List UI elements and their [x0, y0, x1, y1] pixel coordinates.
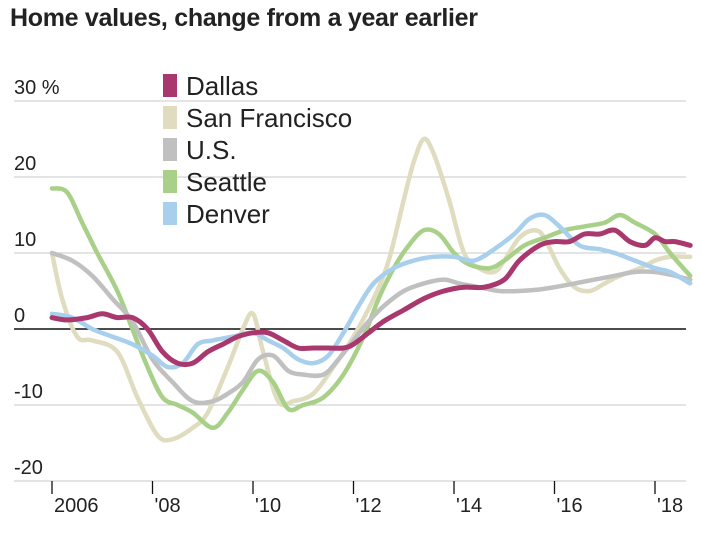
y-tick-label: 0: [14, 305, 25, 327]
legend-label: Seattle: [186, 167, 267, 197]
x-tick-label: '14: [456, 495, 482, 517]
series-line-san-francisco: [49, 136, 693, 443]
series-line-u-s: [49, 250, 693, 406]
x-tick-label: '12: [356, 495, 382, 517]
y-axis-ticks: 30 % 20 10 0 -10 -20: [14, 77, 60, 479]
y-tick-label: -20: [14, 457, 43, 479]
x-tick-label: '10: [255, 495, 281, 517]
legend-item-seattle: Seattle: [163, 167, 267, 197]
series-line-denver: [49, 212, 693, 370]
x-tick-label: '08: [155, 495, 181, 517]
legend-label: Denver: [186, 199, 270, 229]
legend-label: San Francisco: [186, 103, 352, 133]
x-tick-label: '16: [557, 495, 583, 517]
legend-swatch: [163, 74, 177, 97]
x-tick-label: 2006: [54, 495, 99, 517]
legend-label: Dallas: [186, 71, 258, 101]
grid-lines: [14, 100, 686, 482]
legend-item-san-francisco: San Francisco: [163, 103, 352, 133]
y-tick-label: 30 %: [14, 77, 60, 99]
x-axis: 2006 '08 '10 '12 '14 '16 '18: [51, 481, 683, 517]
series-line-dallas: [49, 227, 693, 368]
chart-title: Home values, change from a year earlier: [10, 4, 478, 32]
legend-swatch: [163, 106, 177, 129]
series-lines: [49, 136, 693, 443]
legend-item-u-s: U.S.: [163, 135, 237, 165]
legend-item-denver: Denver: [163, 199, 270, 229]
y-tick-label: -10: [14, 381, 43, 403]
legend-swatch: [163, 170, 177, 193]
y-tick-label: 10: [14, 229, 36, 251]
legend-item-dallas: Dallas: [163, 71, 258, 101]
x-tick-label: '18: [657, 495, 683, 517]
y-tick-label: 20: [14, 153, 36, 175]
legend-swatch: [163, 138, 177, 161]
legend-swatch: [163, 202, 177, 225]
legend-label: U.S.: [186, 135, 237, 165]
